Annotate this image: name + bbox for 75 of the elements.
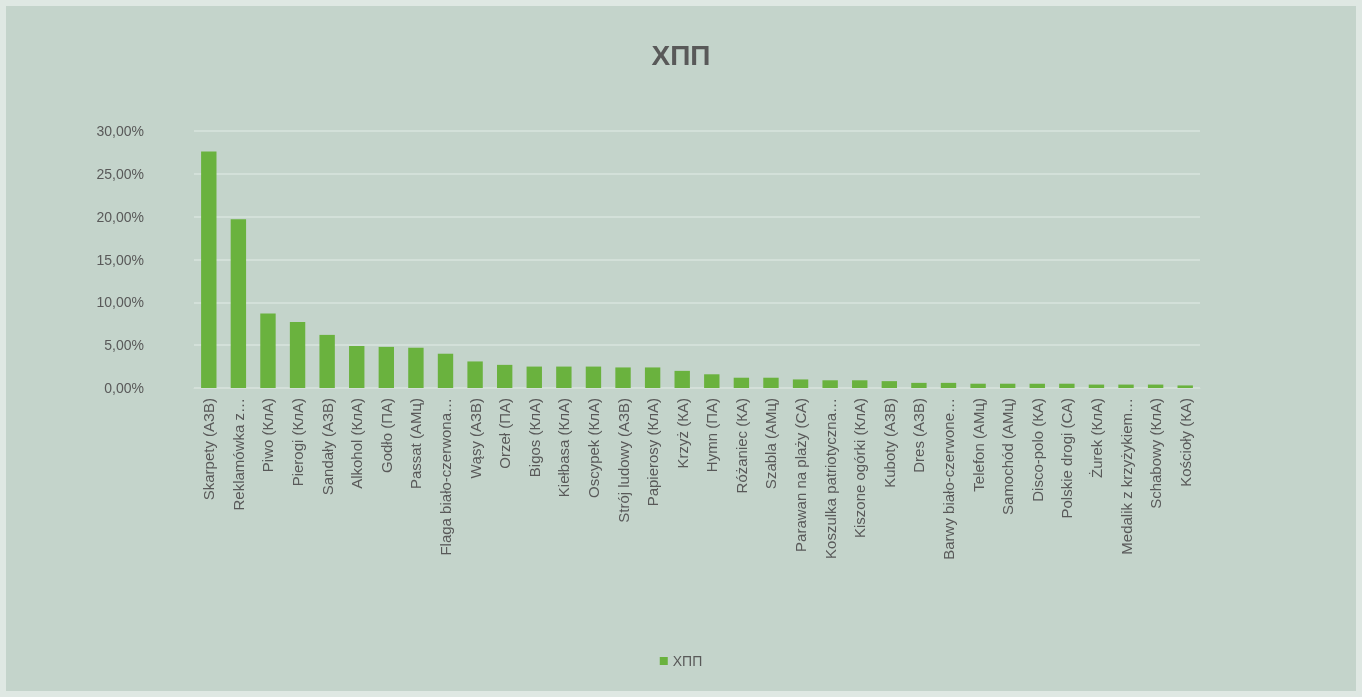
- y-tick-label: 10,00%: [96, 294, 144, 311]
- y-tick-label: 20,00%: [96, 208, 144, 225]
- y-tick-label: 15,00%: [96, 251, 144, 268]
- x-tick-label: Koszulka patriotyczna…: [821, 398, 839, 559]
- bar: [704, 374, 720, 388]
- bar: [319, 334, 335, 388]
- x-tick-label: Kiełbasa (КлА): [555, 398, 573, 498]
- bar: [881, 381, 898, 388]
- y-tick-label: 30,00%: [96, 123, 144, 139]
- bar: [970, 383, 986, 388]
- bar: [496, 364, 513, 388]
- y-tick-label: 25,00%: [96, 165, 144, 182]
- bar: [349, 346, 365, 388]
- x-tick-label: Disco-polo (КА): [1028, 398, 1046, 502]
- bar: [763, 377, 779, 388]
- y-tick-label: 0,00%: [104, 380, 144, 396]
- x-tick-label: Parawan na plaży (СА): [792, 398, 810, 552]
- x-tick-label: Szabla (АМц): [762, 398, 780, 490]
- bar: [852, 380, 868, 388]
- bar: [822, 380, 838, 388]
- bar: [378, 346, 395, 388]
- x-tick-label: Hymn (ПА): [703, 398, 721, 473]
- bar: [437, 353, 454, 388]
- x-tick-label: Orzeł (ПА): [496, 398, 514, 469]
- x-tick-label: Sandały (АЗВ): [318, 398, 336, 496]
- x-tick-label: Bigos (КлА): [525, 398, 543, 478]
- x-tick-label: Krzyż (КА): [673, 398, 691, 469]
- x-tick-label: Piwo (КлА): [259, 398, 277, 473]
- x-tick-label: Kuboty (АЗВ): [880, 398, 898, 488]
- bar: [201, 151, 217, 388]
- x-tick-label: Żurek (КлА): [1087, 398, 1105, 478]
- bar: [1059, 383, 1075, 388]
- chart-title: ХПП: [651, 39, 711, 71]
- x-tick-label: Passat (АМц): [407, 398, 425, 490]
- x-tick-label: Samochód (АМц): [999, 398, 1017, 515]
- x-tick-label: Kiszone ogórki (КлА): [851, 398, 869, 539]
- bar: [1029, 383, 1045, 388]
- x-tick-label: Godło (ПА): [377, 398, 395, 473]
- bar: [230, 219, 247, 388]
- bar: [526, 366, 542, 388]
- x-tick-label: Alkohol (КлА): [348, 398, 366, 489]
- x-tick-label: Skarpety (АЗВ): [200, 398, 218, 501]
- x-tick-label: Flaga biało-czerwona…: [437, 398, 454, 556]
- bar: [556, 366, 572, 388]
- bar: [1177, 385, 1193, 388]
- x-tick-label: Polskie drogi (СА): [1058, 398, 1076, 519]
- bar: [467, 361, 483, 388]
- bar: [674, 370, 690, 388]
- y-tick-label: 5,00%: [104, 337, 144, 354]
- bar: [999, 383, 1016, 388]
- x-tick-label: Dres (АЗВ): [910, 398, 928, 473]
- x-tick-label: Oscypek (КлА): [584, 398, 602, 499]
- legend-label: ХПП: [672, 653, 703, 669]
- x-tick-label: Pierogi (КлА): [289, 398, 307, 487]
- bar: [940, 382, 957, 388]
- bar: [260, 313, 276, 388]
- x-tick-label: Wąsy (АЗВ): [466, 398, 484, 479]
- bar: [615, 367, 631, 388]
- x-tick-label: Telefon (АМц): [969, 398, 987, 492]
- bar: [289, 322, 306, 388]
- bar: [911, 382, 927, 388]
- x-tick-label: Medalik z krzyżykiem…: [1117, 398, 1135, 555]
- x-tick-label: Papierosy (КлА): [644, 398, 662, 507]
- x-tick-label: Reklamówka z…: [229, 398, 247, 511]
- x-tick-label: Strój ludowy (АЗВ): [614, 398, 632, 523]
- bar: [585, 366, 602, 388]
- x-tick-label: Różaniec (КА): [732, 398, 750, 494]
- bar: [792, 379, 809, 388]
- bar: [1118, 384, 1134, 388]
- x-tick-label: Schabowy (КлА): [1147, 398, 1165, 509]
- bar: [644, 367, 661, 388]
- x-tick-label: Barwy biało-czerwone…: [940, 398, 957, 560]
- bar: [733, 377, 750, 388]
- x-tick-label: Kościoły (КА): [1176, 398, 1194, 487]
- bar: [408, 347, 424, 388]
